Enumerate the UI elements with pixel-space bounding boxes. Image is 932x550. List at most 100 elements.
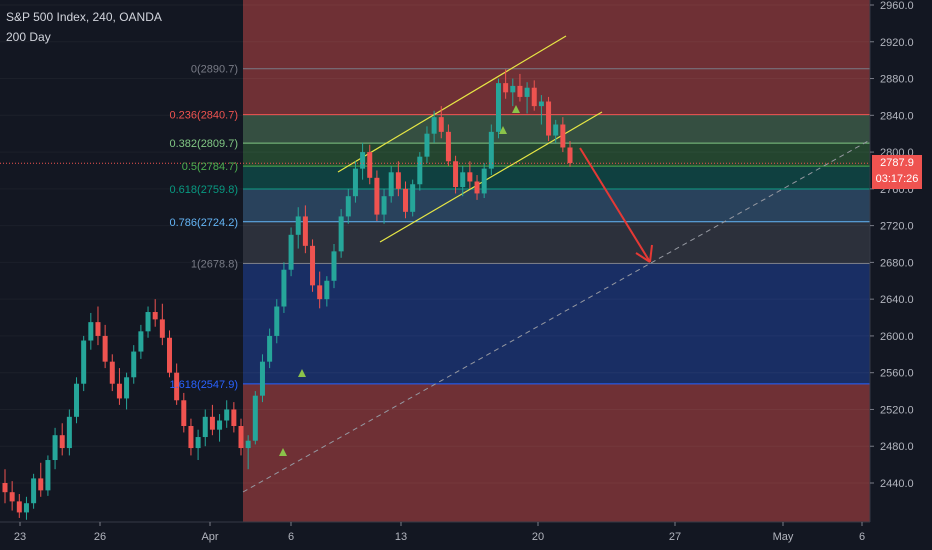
candle-body xyxy=(338,216,344,252)
time-axis-bg xyxy=(0,522,932,550)
fib-level-label: 0.5(2784.7) xyxy=(182,161,238,173)
signal-triangle xyxy=(512,105,520,113)
candle-body xyxy=(231,409,237,427)
candle-body xyxy=(403,188,409,212)
time-tick-label: 27 xyxy=(669,531,681,543)
candle-body xyxy=(360,152,366,169)
candle-body xyxy=(395,172,401,189)
fib-level-label: 1(2678.8) xyxy=(191,258,238,270)
signal-triangle xyxy=(298,369,306,377)
price-tick-label: 2520.0 xyxy=(880,404,914,416)
candle-body xyxy=(546,101,552,136)
candle-body xyxy=(259,361,265,396)
candle-body xyxy=(510,85,516,93)
rising-trendline[interactable] xyxy=(242,139,871,493)
candle-body xyxy=(81,340,87,384)
candle-body xyxy=(74,383,80,417)
price-tick-label: 2880.0 xyxy=(880,74,914,86)
candle-body xyxy=(317,285,323,300)
candle-body xyxy=(109,361,115,384)
candle-body xyxy=(331,251,337,281)
candle-body xyxy=(66,416,72,449)
candle-body xyxy=(274,306,280,336)
time-tick-label: 6 xyxy=(288,531,294,543)
time-tick-label: 26 xyxy=(94,531,106,543)
candle-body xyxy=(381,196,387,215)
candle-body xyxy=(31,478,37,504)
candle-body xyxy=(388,172,394,197)
price-axis-bg xyxy=(870,0,932,550)
candle-body xyxy=(438,117,444,132)
candle-body xyxy=(281,269,287,307)
drawings[interactable] xyxy=(0,105,870,456)
candle-body xyxy=(59,435,65,449)
candle-body xyxy=(560,124,566,148)
candle-body xyxy=(374,177,380,215)
signal-triangle xyxy=(279,448,287,456)
fib-zone-bottom xyxy=(243,383,870,522)
time-tick-label: 6 xyxy=(859,531,865,543)
candle-body xyxy=(252,395,258,441)
candle-body xyxy=(224,409,230,421)
candle-body xyxy=(460,172,466,188)
candle-body xyxy=(217,420,223,430)
candle-body xyxy=(302,216,308,246)
candle-body xyxy=(2,483,8,493)
candle-body xyxy=(131,351,137,378)
candles xyxy=(2,69,573,520)
candle-body xyxy=(424,133,430,157)
candle-body xyxy=(88,322,94,341)
candle-body xyxy=(16,501,22,513)
candle-body xyxy=(410,184,416,212)
fib-zone xyxy=(243,221,870,264)
signal-triangle xyxy=(499,126,507,134)
price-tick-label: 2680.0 xyxy=(880,257,914,269)
candle-body xyxy=(188,426,194,449)
fib-zone xyxy=(243,263,870,384)
candle-body xyxy=(495,83,501,132)
fibonacci-labels: 0(2890.7) 0.236(2840.7) 0.382(2809.7) 0.5(2… xyxy=(170,64,239,391)
grid xyxy=(0,4,870,484)
candle-body xyxy=(124,377,130,399)
channel-upper-line[interactable] xyxy=(337,35,567,173)
candle-body xyxy=(288,234,294,270)
candle-body xyxy=(488,131,494,169)
symbol-title: S&P 500 Index, 240, OANDA xyxy=(6,10,162,24)
fib-zone xyxy=(243,189,870,222)
candle-body xyxy=(181,400,187,427)
candle-body xyxy=(367,152,373,178)
price-axis[interactable]: 2440.0 2480.0 2520.0 2560.0 2600.0 2640.0 2680… xyxy=(869,0,932,550)
arrow-head[interactable] xyxy=(635,244,653,263)
time-tick-label: 13 xyxy=(395,531,407,543)
candle-body xyxy=(102,335,108,362)
candle-body xyxy=(352,168,358,197)
price-tick-label: 2440.0 xyxy=(880,478,914,490)
candle-body xyxy=(238,426,244,449)
price-tick-label: 2600.0 xyxy=(880,331,914,343)
candle-body xyxy=(174,372,180,401)
fib-level-label: 0(2890.7) xyxy=(191,64,238,76)
candle-body xyxy=(23,503,29,513)
candle-body xyxy=(45,460,51,491)
price-tick-label: 2560.0 xyxy=(880,368,914,380)
candle-body xyxy=(95,322,101,336)
time-tick-label: 23 xyxy=(14,531,26,543)
candle-body xyxy=(345,196,351,217)
time-axis[interactable]: 23 26 Apr 6 13 20 27 May 6 xyxy=(0,521,932,550)
candle-body xyxy=(517,85,523,97)
candle-body xyxy=(531,87,537,107)
fib-level-label: 0.382(2809.7) xyxy=(170,138,239,150)
price-tick-label: 2640.0 xyxy=(880,294,914,306)
price-tick-label: 2480.0 xyxy=(880,441,914,453)
forecast-arrow[interactable] xyxy=(579,147,651,263)
candle-body xyxy=(267,335,273,362)
fib-level-label: 1.618(2547.9) xyxy=(170,379,239,391)
fib-level-label: 0.618(2759.8) xyxy=(170,184,239,196)
candle-body xyxy=(445,131,451,162)
fib-level-label: 0.236(2840.7) xyxy=(170,110,239,122)
candle-body xyxy=(538,101,544,107)
time-tick-label: May xyxy=(773,531,794,543)
candle-body xyxy=(474,181,480,194)
